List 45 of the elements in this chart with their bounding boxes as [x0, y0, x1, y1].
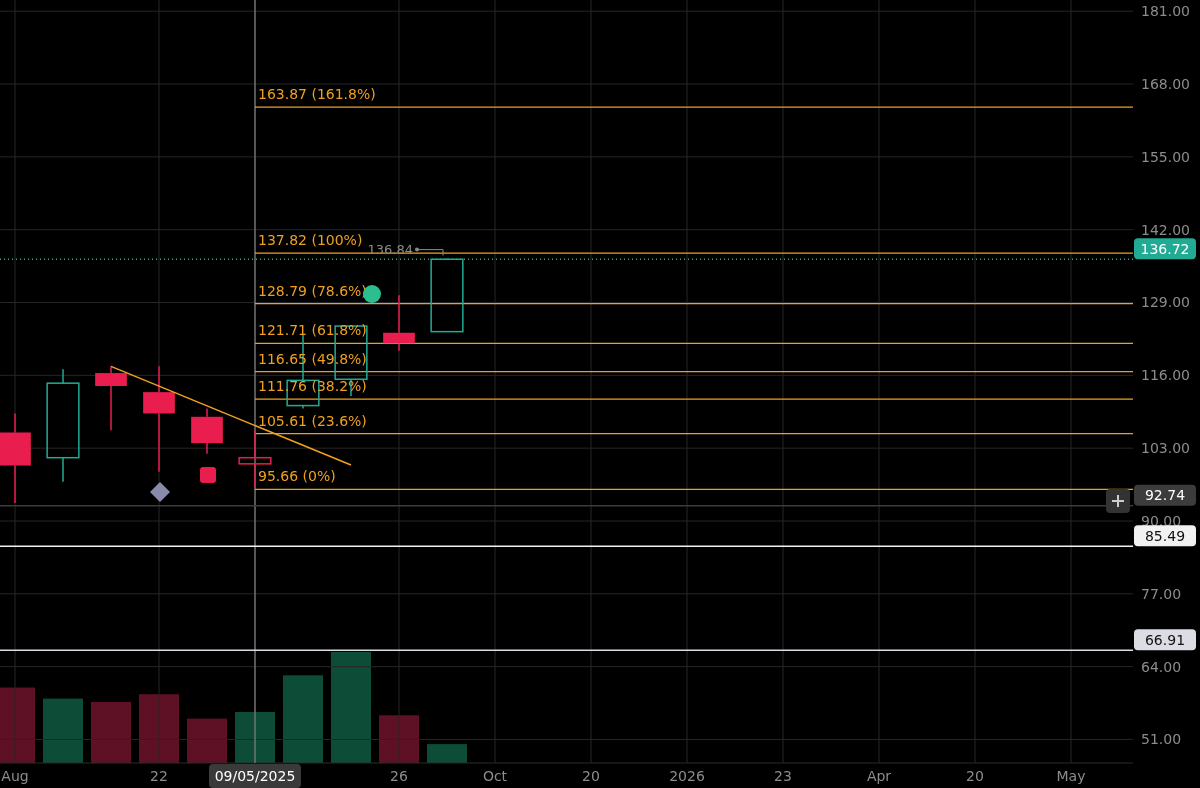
ref-line-label: 136.72: [1140, 240, 1190, 257]
y-tick-label: 103.00: [1141, 440, 1190, 457]
annotation: 105.61 (23.6%): [258, 412, 367, 429]
candlestick: [383, 294, 415, 352]
candlestick: [95, 365, 127, 431]
ref-line-label: 85.49: [1144, 527, 1186, 544]
bar: [43, 698, 83, 763]
x-tick-label: 20: [582, 767, 600, 784]
candlestick: [143, 365, 175, 473]
x-tick-label: 26: [390, 767, 408, 784]
y-tick-label: 155.00: [1141, 148, 1190, 165]
x-tick-label: May: [1056, 767, 1086, 784]
x-tick-label: 09/05/2025: [214, 767, 296, 784]
y-tick-label: 168.00: [1141, 75, 1190, 92]
ref-line-label: 66.91: [1144, 631, 1186, 648]
annotation: 128.79 (78.6%): [258, 282, 367, 299]
candlestick: [0, 412, 31, 504]
candlestick: [46, 368, 80, 483]
y-tick-label: 129.00: [1141, 294, 1190, 311]
y-tick-label: 142.00: [1141, 221, 1190, 238]
ref-line-label: 92.74: [1144, 487, 1186, 504]
x-tick-label: 20: [966, 767, 984, 784]
x-tick-label: Aug: [1, 767, 29, 784]
annotation: 95.66 (0%): [258, 468, 336, 485]
y-tick-label: 64.00: [1141, 658, 1182, 675]
y-tick-label: 77.00: [1141, 585, 1182, 602]
x-tick-label: 22: [150, 767, 168, 784]
annotation: 137.82 (100%): [258, 232, 363, 249]
bar: [139, 694, 179, 763]
bar: [379, 715, 419, 763]
y-tick-label: 116.00: [1141, 367, 1190, 384]
bar: [331, 652, 371, 763]
candlestick: [191, 407, 223, 455]
y-tick-label: 90.00: [1141, 512, 1182, 529]
y-tick-label: 181.00: [1141, 3, 1190, 20]
x-tick-label: 23: [774, 767, 792, 784]
x-tick-label: 2026: [669, 767, 705, 784]
x-tick-label: Apr: [866, 767, 892, 784]
y-tick-label: 51.00: [1141, 731, 1182, 748]
x-tick-label: Oct: [482, 767, 508, 784]
annotation: 163.87 (161.8%): [258, 86, 376, 103]
bar: [187, 718, 227, 763]
bar: [427, 744, 467, 763]
bar: [283, 675, 323, 763]
bar: [91, 701, 131, 763]
